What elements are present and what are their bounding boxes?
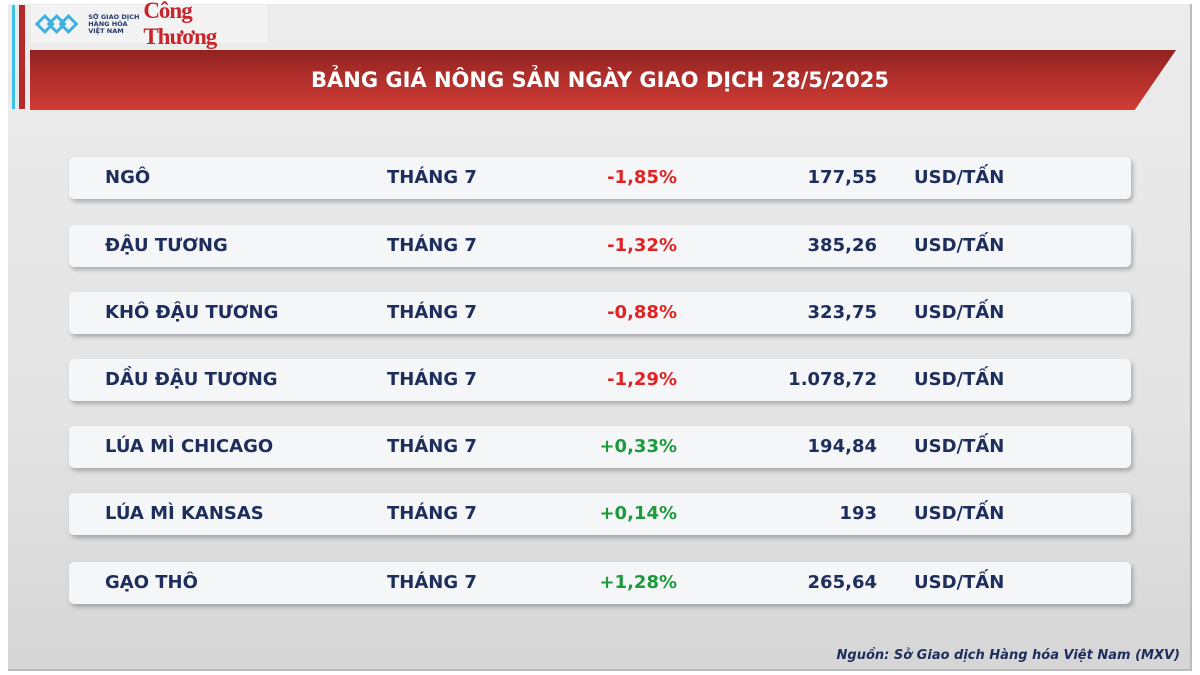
price-row: DẦU ĐẬU TƯƠNG THÁNG 7 -1,29% 1.078,72 US…: [69, 359, 1131, 401]
price-change: -0,88%: [607, 302, 677, 323]
commodity-name: ĐẬU TƯƠNG: [105, 235, 228, 256]
price-row: LÚA MÌ CHICAGO THÁNG 7 +0,33% 194,84 USD…: [69, 426, 1131, 468]
price-row: ĐẬU TƯƠNG THÁNG 7 -1,32% 385,26 USD/TẤN: [69, 225, 1131, 267]
price-unit: USD/TẤN: [914, 369, 1005, 390]
price-unit: USD/TẤN: [914, 436, 1005, 457]
price-unit: USD/TẤN: [914, 167, 1005, 188]
price-row: KHÔ ĐẬU TƯƠNG THÁNG 7 -0,88% 323,75 USD/…: [69, 292, 1131, 334]
price-unit: USD/TẤN: [914, 572, 1005, 593]
logo: SỞ GIAO DỊCH HÀNG HÓA VIỆT NAM Công Thươ…: [31, 0, 267, 49]
price-row: GẠO THÔ THÁNG 7 +1,28% 265,64 USD/TẤN: [69, 562, 1131, 604]
price-value: 1.078,72: [788, 369, 877, 390]
source-note: Nguồn: Sở Giao dịch Hàng hóa Việt Nam (M…: [836, 648, 1180, 663]
mxv-logo-icon: [35, 14, 79, 34]
congthuong-logo: Công Thương: [143, 0, 217, 49]
price-change: -1,85%: [607, 167, 677, 188]
price-row: LÚA MÌ KANSAS THÁNG 7 +0,14% 193 USD/TẤN: [69, 493, 1131, 535]
page-title: BẢNG GIÁ NÔNG SẢN NGÀY GIAO DỊCH 28/5/20…: [310, 68, 889, 92]
commodity-name: LÚA MÌ KANSAS: [105, 503, 264, 524]
price-row: NGÔ THÁNG 7 -1,85% 177,55 USD/TẤN: [69, 157, 1131, 199]
commodity-name: GẠO THÔ: [105, 572, 198, 593]
contract-month: THÁNG 7: [387, 369, 477, 390]
contract-month: THÁNG 7: [387, 572, 477, 593]
price-unit: USD/TẤN: [914, 235, 1005, 256]
contract-month: THÁNG 7: [387, 235, 477, 256]
accent-bar-red: [19, 5, 25, 109]
price-value: 385,26: [807, 235, 877, 256]
price-value: 194,84: [807, 436, 877, 457]
accent-bar-blue: [12, 5, 15, 109]
contract-month: THÁNG 7: [387, 436, 477, 457]
price-change: +1,28%: [599, 572, 677, 593]
commodity-name: DẦU ĐẬU TƯƠNG: [105, 369, 278, 390]
infographic-background: [8, 4, 1192, 671]
price-value: 193: [839, 503, 877, 524]
contract-month: THÁNG 7: [387, 503, 477, 524]
contract-month: THÁNG 7: [387, 302, 477, 323]
commodity-name: KHÔ ĐẬU TƯƠNG: [105, 302, 279, 323]
contract-month: THÁNG 7: [387, 167, 477, 188]
price-change: +0,33%: [599, 436, 677, 457]
commodity-name: NGÔ: [105, 167, 151, 188]
price-value: 177,55: [807, 167, 877, 188]
price-unit: USD/TẤN: [914, 302, 1005, 323]
price-change: -1,32%: [607, 235, 677, 256]
price-change: +0,14%: [599, 503, 677, 524]
price-change: -1,29%: [607, 369, 677, 390]
mxv-logo-text: SỞ GIAO DỊCH HÀNG HÓA VIỆT NAM: [88, 12, 140, 35]
commodity-name: LÚA MÌ CHICAGO: [105, 436, 274, 457]
price-value: 265,64: [807, 572, 877, 593]
price-value: 323,75: [807, 302, 877, 323]
price-unit: USD/TẤN: [914, 503, 1005, 524]
title-banner: [30, 50, 1176, 110]
